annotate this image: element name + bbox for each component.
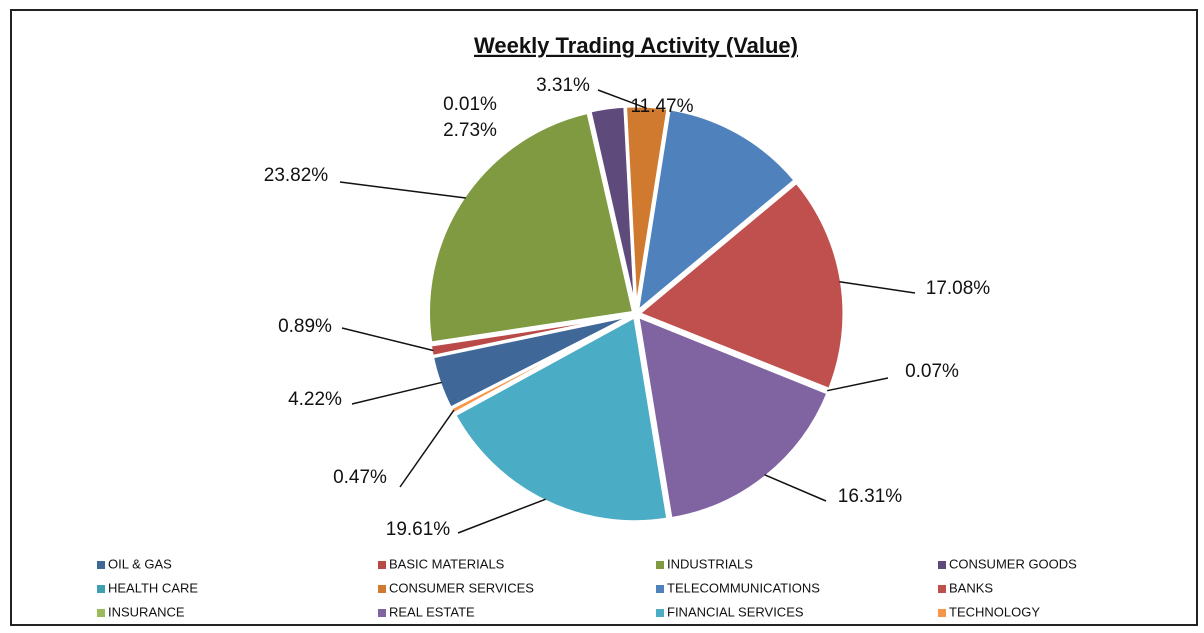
data-label: 19.61% — [386, 519, 451, 540]
data-label: 0.01% — [443, 94, 497, 115]
legend-swatch — [938, 561, 946, 569]
leader-line — [827, 377, 889, 392]
legend-swatch — [938, 609, 946, 617]
legend-swatch — [656, 585, 664, 593]
leader-line — [339, 181, 466, 199]
data-label: 11.47% — [630, 96, 693, 117]
legend-label: HEALTH CARE — [108, 580, 198, 595]
data-label: 0.47% — [333, 467, 387, 488]
data-label: 0.07% — [905, 361, 959, 382]
data-label: 0.89% — [278, 316, 332, 337]
data-label: 17.08% — [926, 278, 991, 299]
legend-label: CONSUMER GOODS — [949, 556, 1077, 571]
legend-label: OIL & GAS — [108, 556, 172, 571]
data-label: 3.31% — [536, 75, 590, 96]
legend-swatch — [97, 561, 105, 569]
legend-swatch — [378, 609, 386, 617]
pie-slice — [452, 314, 670, 524]
pie-slice — [635, 107, 798, 316]
pie-slice — [448, 314, 635, 416]
legend-label: REAL ESTATE — [389, 604, 475, 619]
legend-swatch — [97, 585, 105, 593]
legend-swatch — [656, 609, 664, 617]
legend-label: FINANCIAL SERVICES — [667, 604, 804, 619]
data-label: 4.22% — [288, 389, 342, 410]
leader-line — [351, 381, 442, 405]
leader-line — [399, 409, 455, 488]
legend-label: CONSUMER SERVICES — [389, 580, 534, 595]
leader-line — [457, 498, 546, 534]
legend: OIL & GAS BASIC MATERIALS INDUSTRIALS CONSU… — [97, 556, 1077, 619]
pie-slice — [428, 313, 634, 359]
leader-line — [839, 280, 916, 294]
legend-swatch — [938, 585, 946, 593]
data-label: 2.73% — [443, 120, 497, 141]
legend-swatch — [97, 609, 105, 617]
legend-label: TELECOMMUNICATIONS — [667, 580, 820, 595]
legend-label: BANKS — [949, 580, 993, 595]
legend-swatch — [656, 561, 664, 569]
legend-label: INSURANCE — [108, 604, 185, 619]
data-label: 23.82% — [264, 165, 329, 186]
labels: 4.22% 0.89% 23.82% 2.73% 0.01% 3.31% 11.47% 17.… — [264, 75, 991, 540]
leader-line — [764, 474, 827, 502]
leader-line — [341, 327, 434, 352]
chart-title: Weekly Trading Activity (Value) — [474, 33, 798, 58]
pie — [427, 104, 846, 524]
leader-line — [597, 89, 647, 109]
legend-label: TECHNOLOGY — [949, 604, 1040, 619]
legend-label: INDUSTRIALS — [667, 556, 753, 571]
data-label: 16.31% — [838, 486, 903, 507]
legend-swatch — [378, 561, 386, 569]
legend-label: BASIC MATERIALS — [389, 556, 505, 571]
pie-slice — [427, 110, 636, 345]
legend-swatch — [378, 585, 386, 593]
pie-slice — [635, 313, 830, 521]
